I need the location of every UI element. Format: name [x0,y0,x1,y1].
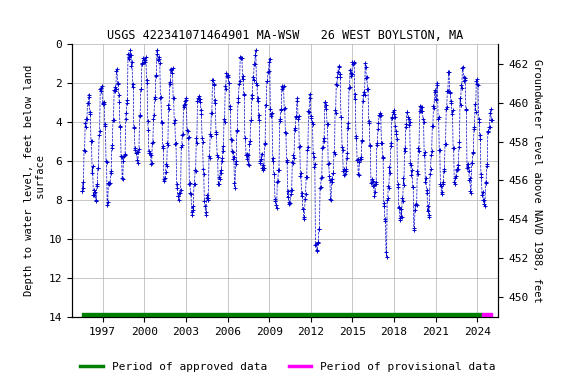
Y-axis label: Groundwater level above NAVD 1988, feet: Groundwater level above NAVD 1988, feet [532,59,542,302]
Legend: Period of approved data, Period of provisional data: Period of approved data, Period of provi… [76,358,500,377]
Y-axis label: Depth to water level, feet below land
 surface: Depth to water level, feet below land su… [24,65,46,296]
Title: USGS 422341071464901 MA-WSW   26 WEST BOYLSTON, MA: USGS 422341071464901 MA-WSW 26 WEST BOYL… [107,28,463,41]
